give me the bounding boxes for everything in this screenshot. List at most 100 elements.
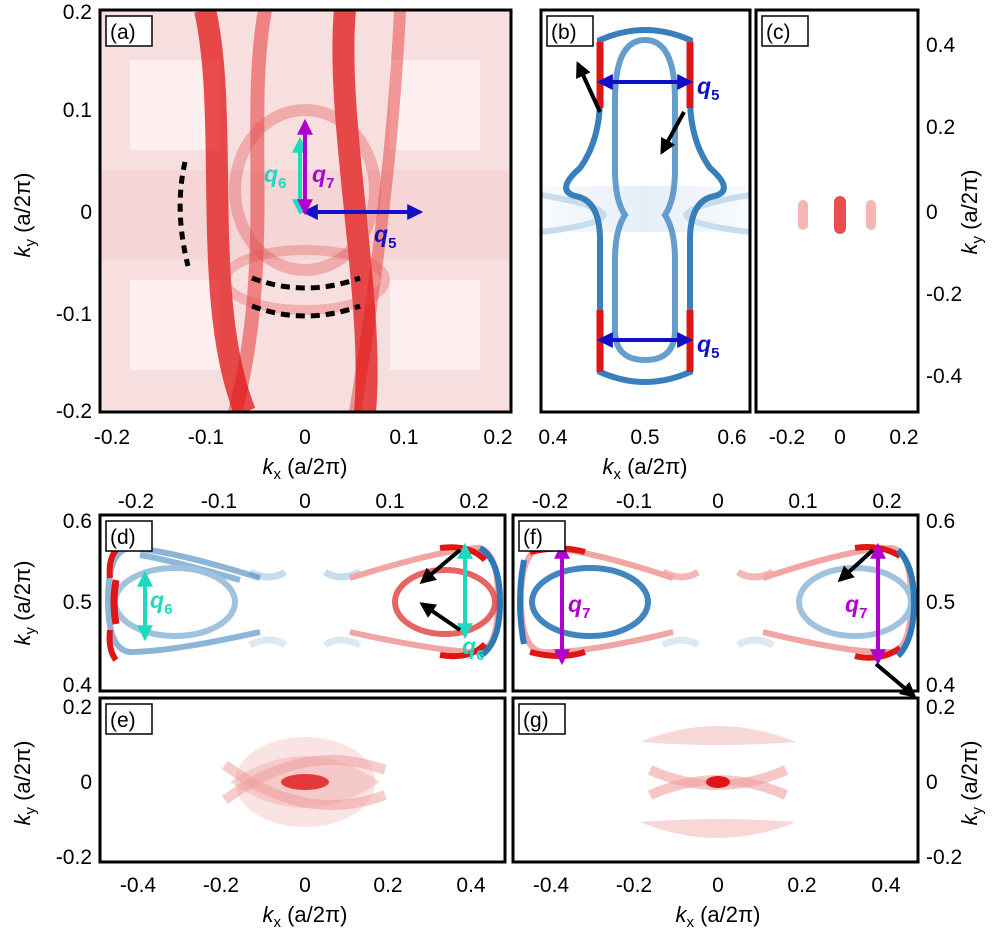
tick-label: -0.1	[56, 303, 92, 326]
tick-label: 0.1	[63, 99, 92, 122]
panel-g-y-axis-label: ky (a/2π)	[957, 740, 986, 825]
tick-label: 0	[299, 490, 311, 513]
q6-label-d-left: q6	[150, 587, 172, 618]
tick-label: 0.2	[889, 426, 918, 449]
panel-f: (f) q7 q7 0.6 0.5 0.4	[511, 510, 956, 699]
panel-c: (c) 0.4 0.2 0 -0.2 -0.4 -0.2 0 0.2 ky (a…	[754, 8, 986, 449]
q6-label-d-right: q6	[462, 633, 484, 664]
tick-label: 0.4	[926, 674, 956, 697]
panel-a-x-axis-label: kx (a/2π)	[262, 454, 347, 483]
panel-e: (e) 0.2 0 -0.2 ky (a/2π) -0.4 -0.2 0 0.2…	[10, 696, 507, 931]
tick-label: 0.4	[538, 426, 568, 449]
tick-label: 0.2	[63, 1, 92, 24]
tick-label: -0.1	[201, 490, 237, 513]
pointer-arrow	[660, 111, 686, 155]
tick-label: -0.1	[616, 490, 652, 513]
tick-label: 0	[926, 771, 938, 794]
panel-b: (b) q5 q5 0.4 0.5 0.6	[538, 8, 752, 449]
panel-e-x-ticks: -0.4 -0.2 0 0.2 0.4	[120, 874, 486, 897]
panel-f-frame	[511, 513, 920, 693]
panel-g-label: (g)	[523, 709, 549, 732]
tick-label: 0.4	[63, 674, 93, 697]
panel-g-frame	[511, 696, 920, 864]
tick-label: 0	[299, 426, 311, 449]
tick-label: 0	[80, 201, 92, 224]
panel-e-x-axis-label: kx (a/2π)	[262, 902, 347, 931]
tick-label: 0.5	[926, 591, 955, 614]
panel-c-y-axis-label: ky (a/2π)	[957, 169, 986, 254]
panel-b-contours	[541, 10, 750, 412]
pointer-arrow	[576, 61, 602, 113]
tick-label: -0.2	[926, 846, 962, 869]
panel-g-x-axis-label: kx (a/2π)	[675, 902, 760, 931]
tick-label: -0.4	[120, 874, 157, 897]
tick-label: 0	[926, 201, 938, 224]
tick-label: -0.1	[188, 426, 224, 449]
panel-c-x-ticks: -0.2 0 0.2	[769, 426, 919, 449]
panel-d-contours	[100, 515, 505, 691]
panel-a-y-ticks: 0.2 0.1 0 -0.1 -0.2	[56, 1, 92, 423]
panel-e-y-axis-label: ky (a/2π)	[10, 740, 39, 825]
q5-label-a: q5	[374, 221, 396, 252]
panel-d: (d) q6 q6 0.6 0.5 0.4 ky (a/2π)	[10, 510, 507, 697]
tick-label: 0	[712, 490, 724, 513]
panel-d-label: (d)	[110, 526, 136, 549]
tick-label: 0.4	[871, 874, 901, 897]
tick-label: 0.2	[63, 696, 92, 719]
panel-a-y-axis-label: ky (a/2π)	[10, 172, 39, 257]
tick-label: 0.2	[483, 426, 512, 449]
tick-label: 0	[299, 874, 311, 897]
dashed-arc-lower	[251, 303, 361, 319]
panel-a-label: (a)	[110, 21, 136, 44]
panel-c-frame	[754, 8, 920, 414]
tick-label: -0.2	[94, 426, 130, 449]
panel-a-x-ticks: -0.2 -0.1 0 0.1 0.2	[94, 426, 513, 449]
tick-label: 0	[80, 771, 92, 794]
tick-label: 0.4	[926, 34, 956, 57]
tick-label: 0	[834, 426, 846, 449]
panel-d-y-ticks: 0.6 0.5 0.4	[63, 510, 93, 697]
panel-g-x-ticks: -0.4 -0.2 0 0.2 0.4	[533, 874, 901, 897]
panel-bc-x-axis-label: kx (a/2π)	[602, 454, 687, 483]
panel-f-top-ticks: -0.2 -0.1 0 0.1 0.2	[532, 490, 902, 513]
panel-f-contours	[513, 515, 918, 691]
panel-e-pattern	[100, 698, 505, 862]
tick-label: -0.4	[533, 874, 570, 897]
panel-f-label: (f)	[523, 526, 543, 549]
tick-label: 0.6	[926, 510, 955, 533]
q5-label-b-top: q5	[697, 73, 719, 104]
tick-label: 0.2	[373, 874, 402, 897]
tick-label: -0.2	[926, 283, 962, 306]
panel-d-top-ticks: -0.2 -0.1 0 0.1 0.2	[118, 490, 489, 513]
panel-e-frame	[98, 696, 507, 864]
q6-label-a: q6	[264, 161, 286, 192]
panel-f-y-ticks: 0.6 0.5 0.4	[926, 510, 956, 697]
tick-label: -0.2	[56, 846, 92, 869]
panel-a: (a) q5 q6 q7 0.2 0.1 0 -0.1 -0.2 -0.2 -0…	[10, 1, 513, 483]
dashed-arc-upper	[251, 275, 361, 291]
panel-b-label: (b)	[551, 21, 577, 44]
pointer-arrow	[419, 548, 462, 585]
tick-label: 0.6	[717, 426, 746, 449]
panel-c-spots	[798, 196, 876, 234]
panel-c-label: (c)	[766, 21, 791, 44]
tick-label: 0.2	[926, 696, 955, 719]
tick-label: -0.2	[769, 426, 805, 449]
tick-label: 0.1	[788, 490, 817, 513]
tick-label: -0.2	[56, 400, 92, 423]
tick-label: 0.2	[787, 874, 816, 897]
tick-label: -0.2	[203, 874, 239, 897]
tick-label: -0.2	[616, 874, 652, 897]
panel-b-frame	[539, 8, 752, 414]
tick-label: 0.4	[456, 874, 486, 897]
tick-label: 0.5	[630, 426, 659, 449]
panel-d-y-axis-label: ky (a/2π)	[10, 560, 39, 645]
panel-c-y-ticks: 0.4 0.2 0 -0.2 -0.4	[926, 34, 963, 388]
tick-label: 0.2	[459, 490, 488, 513]
pointer-arrow	[837, 548, 875, 583]
panel-d-frame	[98, 513, 507, 693]
q7-label-f-left: q7	[568, 591, 590, 622]
q5-label-b-bottom: q5	[697, 331, 719, 362]
pointer-arrow	[419, 602, 462, 632]
